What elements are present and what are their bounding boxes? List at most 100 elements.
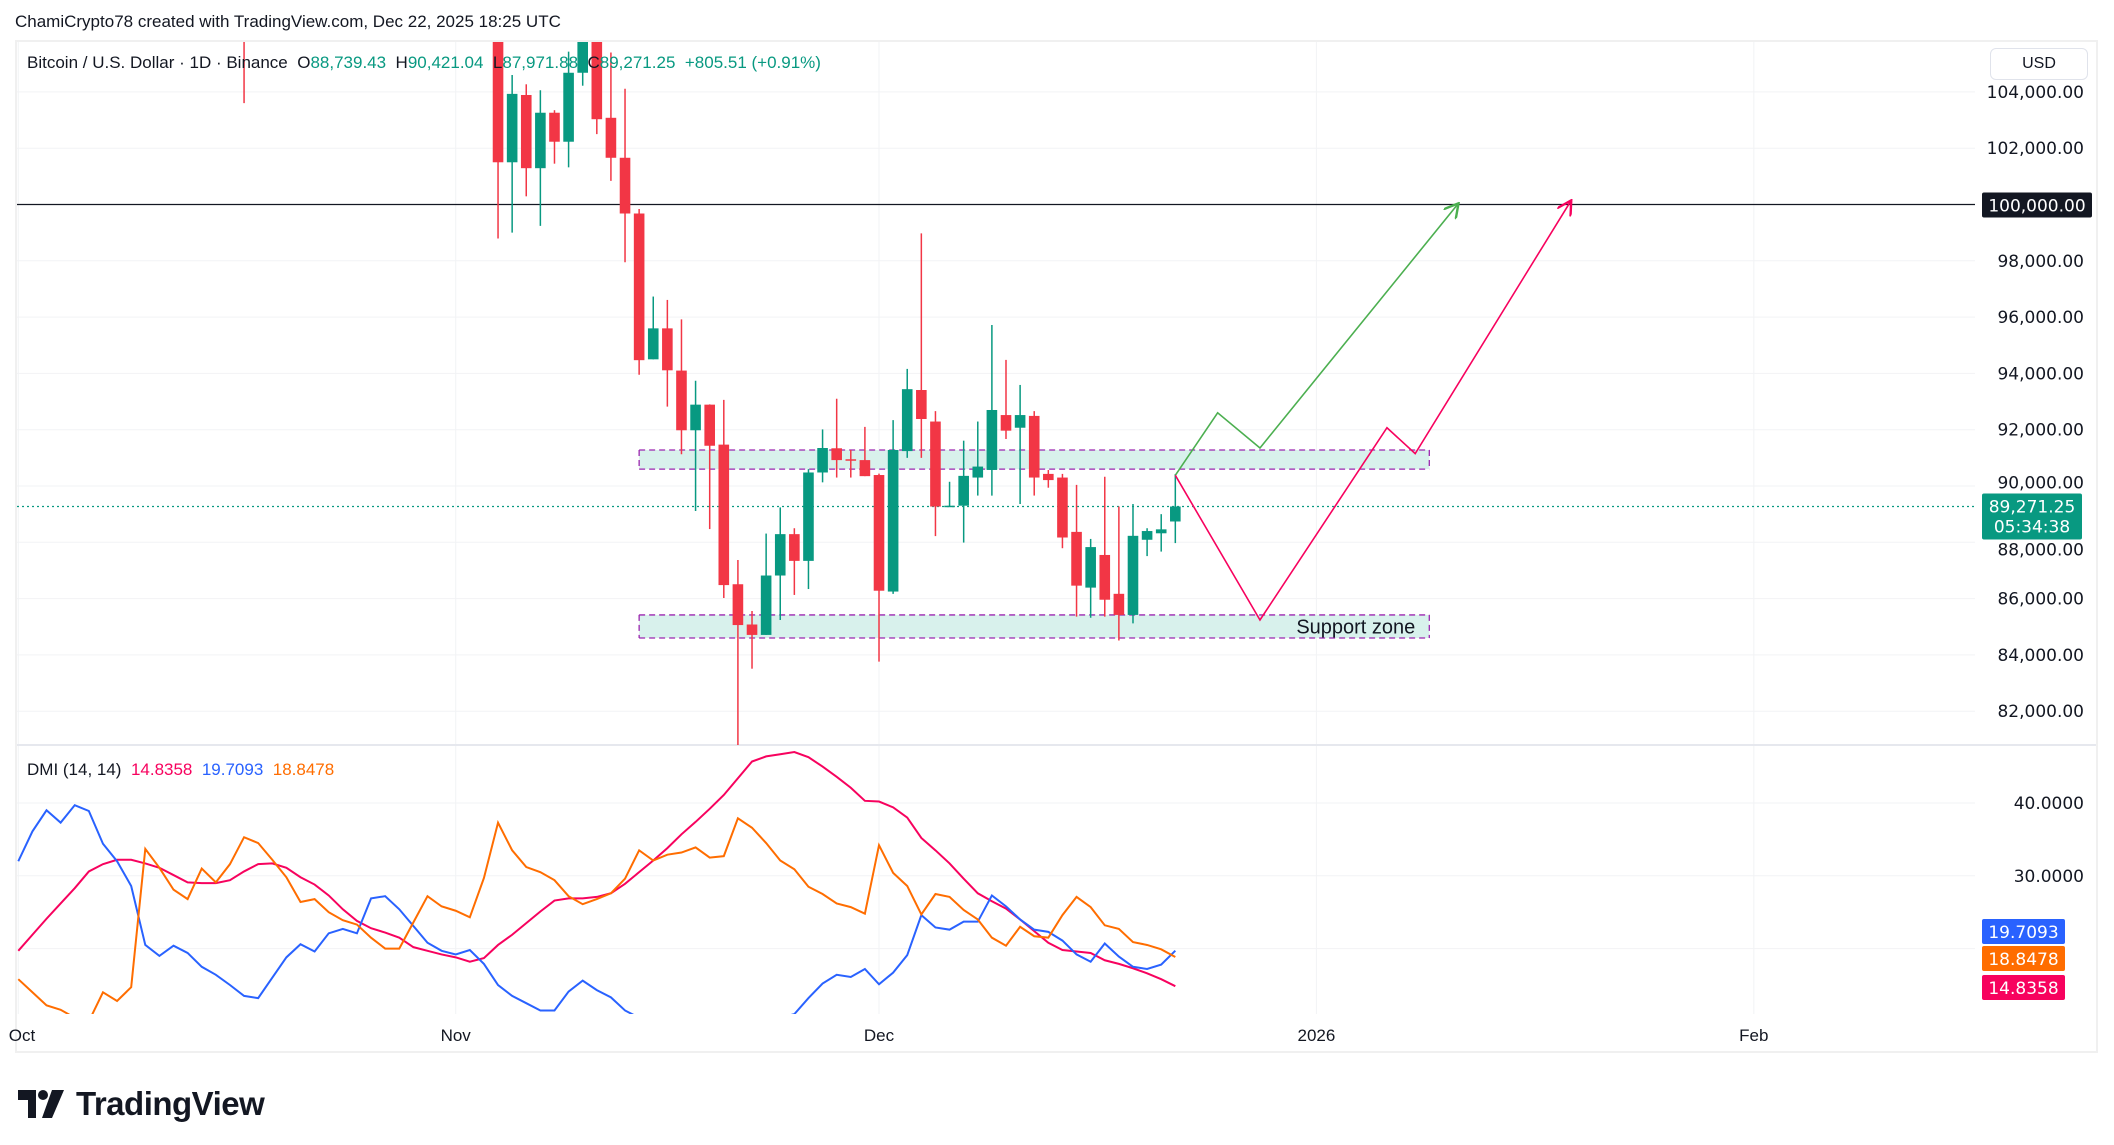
candle-up [774, 534, 786, 576]
close-label: C [587, 53, 600, 72]
candle-up [817, 447, 828, 473]
dmi-value-badge-text: 14.8358 [1988, 979, 2058, 999]
candle-up [647, 328, 659, 360]
low-label: L [492, 53, 503, 72]
candle-down [1028, 415, 1040, 478]
candle-down [239, 0, 250, 24]
candle-down [1099, 554, 1111, 600]
candles-layer [239, 0, 1181, 745]
candle-down [662, 328, 673, 371]
close-value: 89,271.25 [599, 53, 676, 72]
symbol-legend: Bitcoin / U.S. Dollar · 1D · Binance O88… [27, 53, 821, 73]
dmi-tick-label: 40.0000 [2014, 794, 2084, 814]
candle-up [506, 93, 518, 163]
candle-up [901, 389, 913, 452]
time-tick-label: Dec [864, 1026, 895, 1045]
price-tick-label: 84,000.00 [1997, 646, 2084, 666]
candle-down [746, 624, 758, 635]
time-tick-label: Oct [9, 1026, 36, 1045]
candle-up [1014, 415, 1026, 428]
last-price-badge-text: 89,271.25 [1989, 498, 2076, 518]
candle-up [1141, 531, 1153, 540]
low-value: 87,971.88 [502, 53, 579, 72]
retest-path [1174, 202, 1570, 622]
chart-frame [15, 40, 2098, 1053]
bullish-path [1174, 205, 1457, 476]
candle-down [633, 213, 645, 361]
candle-up [803, 472, 814, 561]
price-tick-label: 90,000.00 [1997, 474, 2084, 494]
change-value: +805.51 (+0.91%) [684, 53, 821, 72]
candle-up [690, 404, 701, 431]
symbol-name: Bitcoin / U.S. Dollar · 1D · Binance [27, 53, 288, 72]
candle-up [986, 409, 998, 470]
candle-up [944, 505, 955, 508]
dmi-value-badge-box [1982, 975, 2065, 1000]
price-tick-label: 102,000.00 [1987, 139, 2084, 159]
candle-down [873, 475, 885, 591]
candle-down [859, 460, 871, 477]
grid-lines [17, 42, 2096, 1014]
dmi-layer [17, 751, 1177, 1014]
candle-down [831, 448, 842, 461]
dmi-value-badge-box [1982, 919, 2065, 944]
time-tick-label: Feb [1739, 1026, 1768, 1045]
dmi-legend: DMI (14, 14) 14.8358 19.7093 18.8478 [27, 760, 334, 780]
candle-down [549, 112, 560, 142]
hline-price-badge-text: 100,000.00 [1988, 197, 2085, 217]
candle-down [1113, 593, 1125, 615]
last-price-badge-text: 05:34:38 [1994, 518, 2070, 538]
candle-down [930, 421, 941, 507]
tradingview-logo[interactable]: TradingView [18, 1085, 265, 1123]
drawings-layer [1174, 202, 1570, 622]
hline-price-badge-box [1982, 192, 2092, 218]
candle-down [591, 42, 603, 120]
tradingview-logo-icon [18, 1090, 64, 1118]
last-price-badge-box [1982, 493, 2082, 540]
dmi-line-adx [17, 751, 1176, 988]
price-tick-label: 92,000.00 [1997, 421, 2084, 441]
high-label: H [395, 53, 408, 72]
candle-down [789, 534, 800, 561]
candle-up [563, 72, 574, 142]
chart-credit: ChamiCrypto78 created with TradingView.c… [15, 12, 561, 31]
dmi-line-di [17, 816, 1176, 1014]
dmi-value-badge-text: 19.7093 [1988, 923, 2058, 943]
candle-down [676, 370, 687, 431]
price-tick-label: 82,000.00 [1997, 702, 2084, 722]
candle-up [1127, 535, 1139, 615]
logo-text: TradingView [76, 1085, 265, 1122]
candle-up [887, 449, 899, 592]
dmi-line-di [17, 803, 1177, 1014]
candle-up [1170, 506, 1181, 522]
price-tick-label: 98,000.00 [1997, 252, 2084, 272]
candle-down [520, 94, 532, 169]
price-tick-label: 86,000.00 [1997, 590, 2084, 610]
high-value: 90,421.04 [407, 53, 484, 72]
candle-up [958, 475, 969, 506]
dmi-value-badge-text: 18.8478 [1988, 950, 2058, 970]
candle-up [972, 466, 984, 478]
dmi-value-badge-box [1982, 946, 2065, 971]
time-tick-label: Nov [441, 1026, 472, 1045]
dmi-title: DMI (14, 14) [27, 760, 122, 779]
candle-up [1085, 547, 1096, 588]
currency-button[interactable]: USD [1990, 48, 2088, 80]
minus-di-value: 18.8478 [272, 760, 335, 779]
plus-di-value: 19.7093 [201, 760, 264, 779]
candle-down [1057, 477, 1068, 538]
open-label: O [297, 53, 311, 72]
price-tick-label: 104,000.00 [1987, 83, 2084, 103]
open-value: 88,739.43 [310, 53, 387, 72]
candle-down [845, 459, 857, 461]
candle-down [704, 404, 715, 446]
support-zone [639, 614, 1430, 639]
candle-up [760, 575, 772, 635]
candle-down [605, 117, 617, 158]
candle-down [916, 390, 927, 420]
candle-down [732, 584, 744, 626]
axes-layer: 82,000.00 84,000.00 86,000.00 88,000.00 90,0… [9, 83, 2092, 1045]
adx-value: 14.8358 [130, 760, 193, 779]
price-tick-label: 88,000.00 [1997, 541, 2084, 561]
